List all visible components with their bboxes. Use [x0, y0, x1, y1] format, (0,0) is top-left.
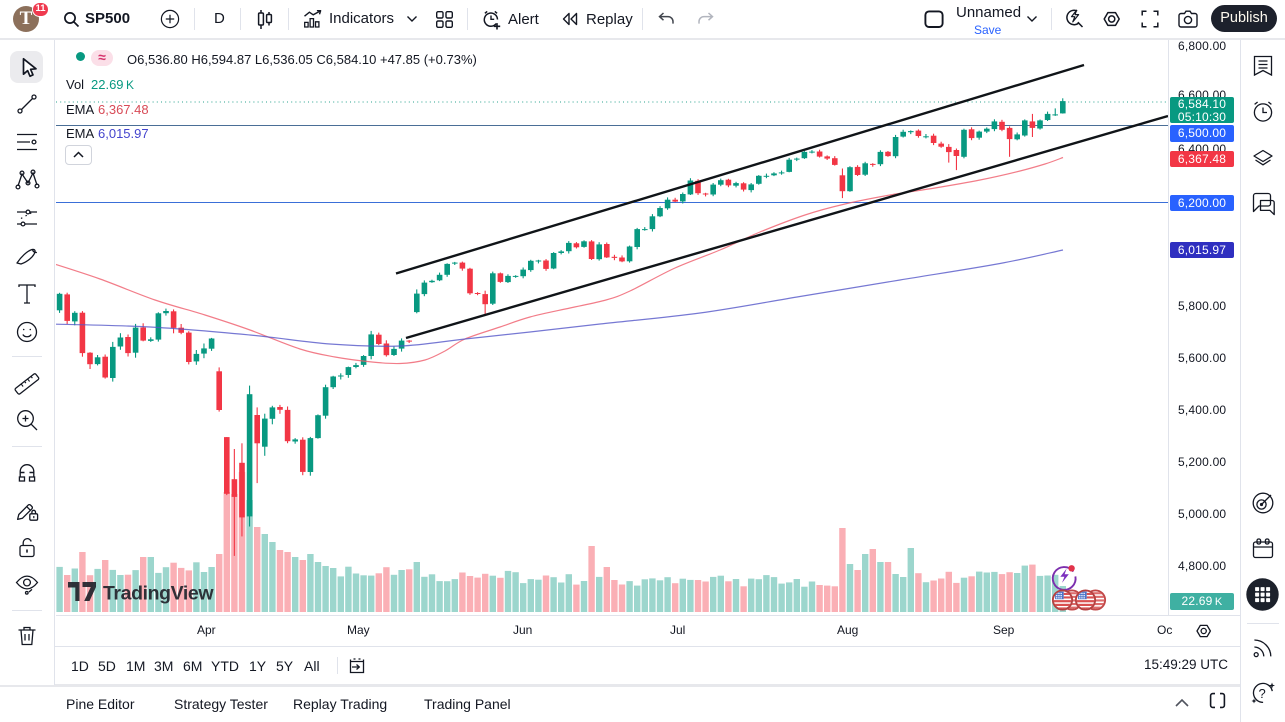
svg-text:?: ?: [1259, 686, 1266, 701]
svg-text:TradingView: TradingView: [103, 583, 214, 605]
